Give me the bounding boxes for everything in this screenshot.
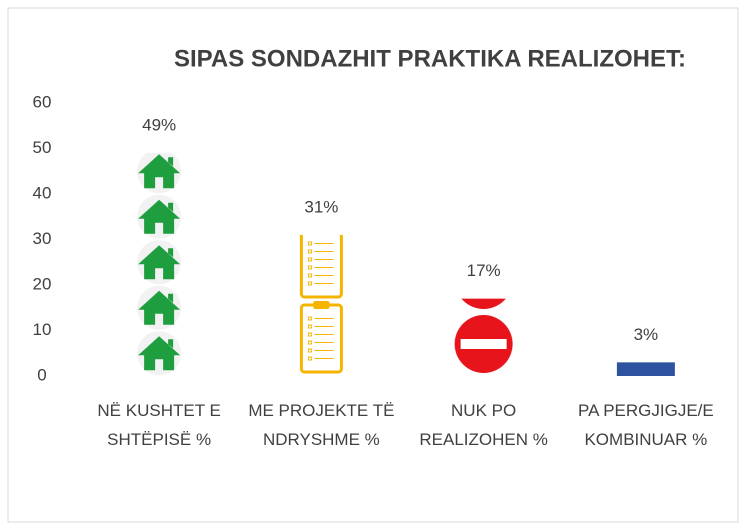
data-label: 49% xyxy=(142,116,176,135)
bar xyxy=(291,234,352,376)
x-tick-label: NUK PO REALIZOHEN % xyxy=(419,401,548,449)
y-tick-label: 50 xyxy=(33,138,52,157)
y-tick-label: 10 xyxy=(33,320,52,339)
y-tick-label: 60 xyxy=(33,92,52,111)
bar xyxy=(615,362,676,376)
data-label: 3% xyxy=(634,325,659,344)
y-tick-label: 20 xyxy=(33,274,52,293)
data-label: 31% xyxy=(304,197,338,216)
data-label: 17% xyxy=(467,261,501,280)
bar xyxy=(453,298,514,376)
y-tick-label: 0 xyxy=(37,365,46,384)
x-tick-label: ME PROJEKTE TË NDRYSHME % xyxy=(248,401,395,449)
bar xyxy=(129,153,190,376)
x-tick-label: PA PERGJIGJE/E KOMBINUAR % xyxy=(578,401,714,449)
chart-title: SIPAS SONDAZHIT PRAKTIKA REALIZOHET: xyxy=(174,45,686,72)
y-tick-label: 40 xyxy=(33,183,52,202)
y-tick-label: 30 xyxy=(33,229,52,248)
x-tick-label: NË KUSHTET E SHTËPISË % xyxy=(97,401,221,449)
